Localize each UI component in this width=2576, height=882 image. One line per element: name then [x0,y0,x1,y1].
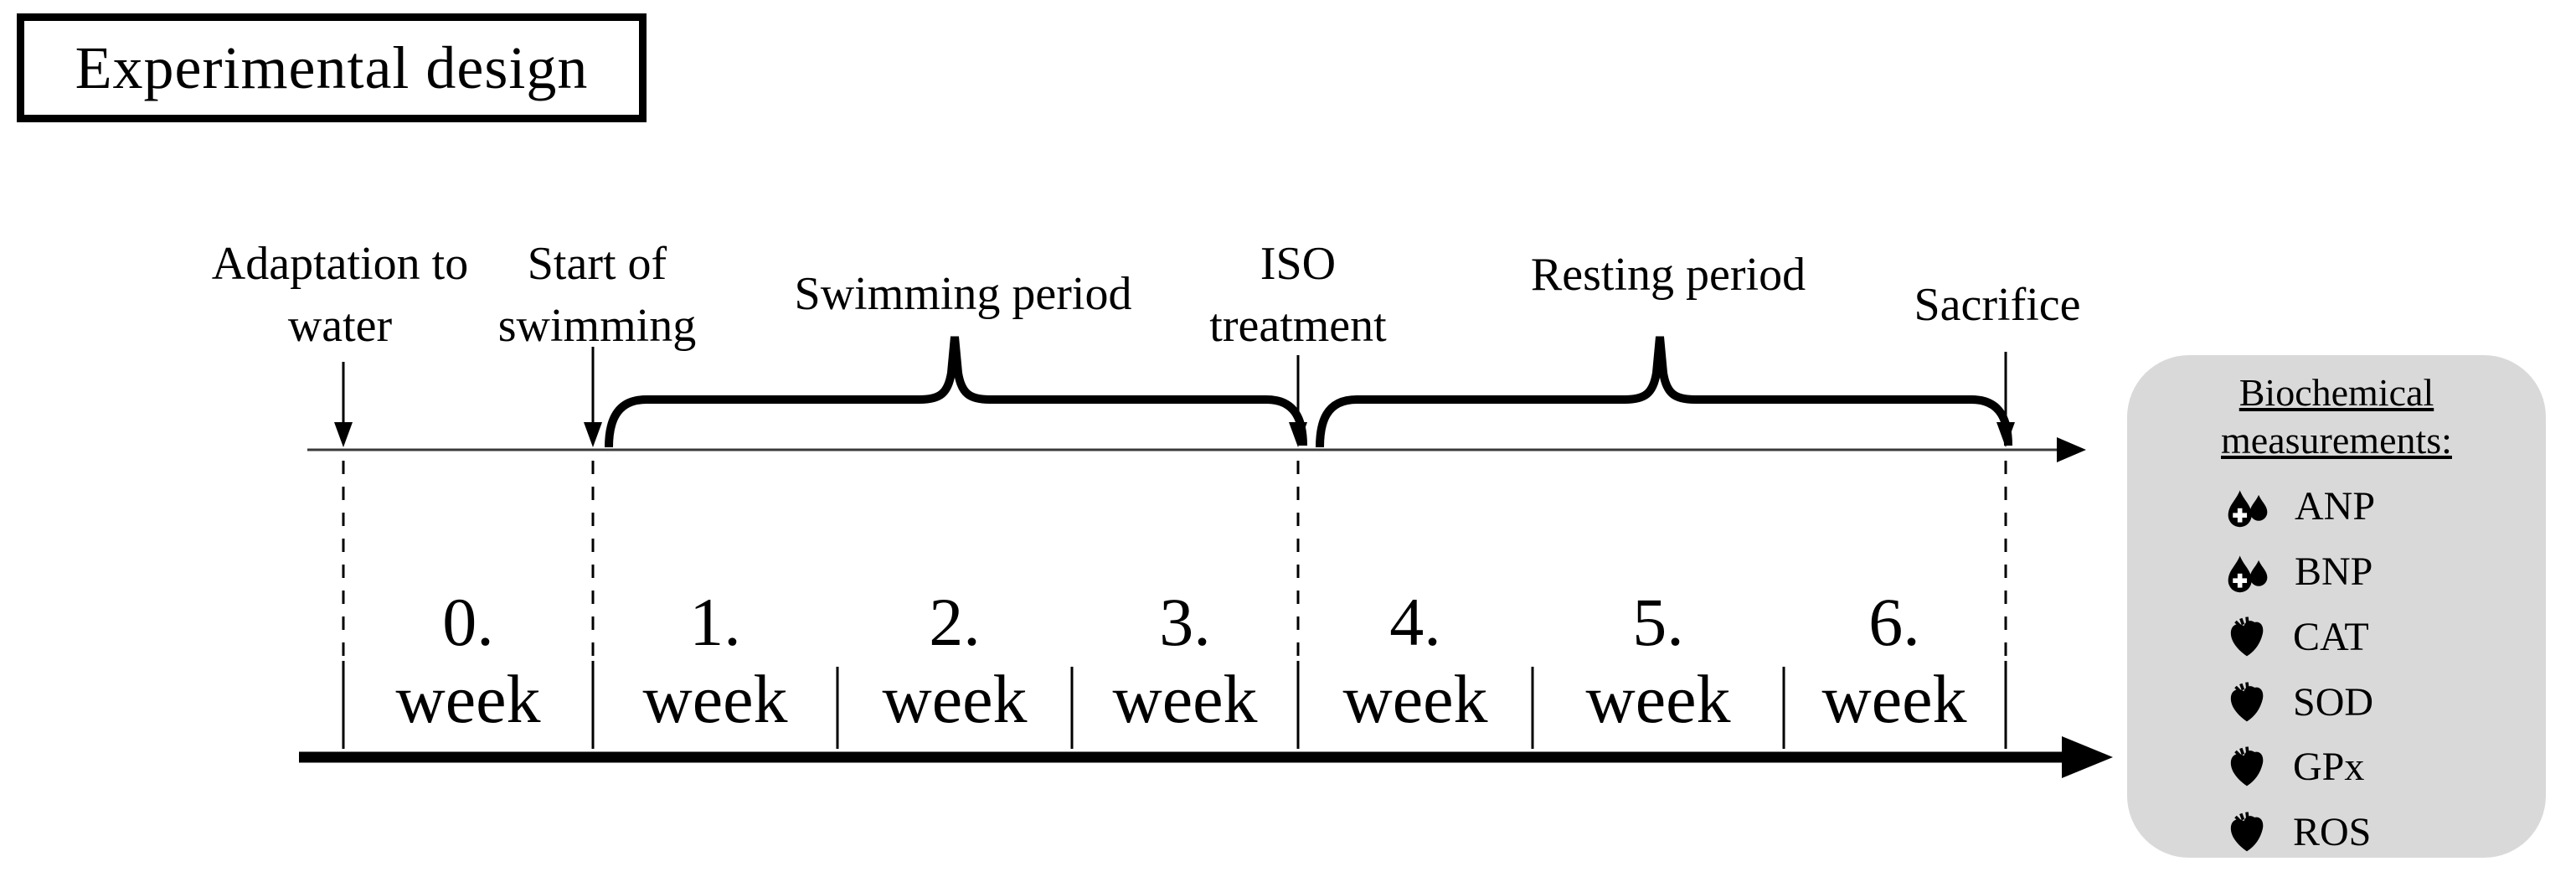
week-cell-5: 5. week [1533,584,1784,738]
week-word: week [395,661,541,737]
iso-treatment-arrow-icon [1289,355,1307,447]
heart-icon [2224,809,2269,854]
week-cell-2: 2. week [829,584,1080,738]
resting-period-brace [1316,336,2012,448]
panel-item-anp: ANP [2224,481,2375,531]
blood-drops-icon [2224,482,2271,529]
title-box: Experimental design [17,13,647,122]
panel-item-bnp: BNP [2224,546,2372,596]
label-iso-treatment: ISO treatment [1209,238,1387,352]
label-adaptation-to-water: Adaptation to water [211,238,469,352]
week-cell-4: 4. week [1290,584,1541,738]
week-number: 1. [689,584,741,660]
week-word: week [1112,661,1258,737]
panel-item-gpx: GPx [2224,741,2364,792]
week-number: 4. [1389,584,1441,660]
panel-item-sod: SOD [2224,677,2373,727]
label-sacrifice: Sacrifice [1914,279,2081,331]
week-number: 3. [1159,584,1211,660]
label-swimming-period: Swimming period [794,268,1132,320]
week-word: week [1821,661,1967,737]
upper-timeline-arrowhead-icon [2057,437,2086,462]
panel-title: Biochemical measurements: [2221,371,2452,462]
adaptation-arrow-icon [334,362,353,447]
week-word: week [1585,661,1731,737]
week-number: 2. [929,584,981,660]
biochemical-measurements-panel: Biochemical measurements: ANP [2127,355,2546,858]
week-cell-3: 3. week [1059,584,1311,738]
panel-item-ros: ROS [2224,807,2371,857]
week-word: week [1342,661,1488,737]
week-cell-1: 1. week [590,584,841,738]
week-axis-arrowhead-icon [2062,736,2113,778]
start-swimming-arrow-icon [584,347,602,447]
label-start-of-swimming: Start of swimming [497,238,697,352]
week-word: week [642,661,788,737]
sacrifice-arrow-icon [1996,352,2015,447]
panel-item-cat: CAT [2224,611,2369,662]
heart-icon [2224,614,2269,659]
heart-icon [2224,679,2269,725]
heart-icon [2224,744,2269,789]
week-cell-6: 6. week [1769,584,2020,738]
page-title: Experimental design [75,34,589,101]
swimming-period-brace [605,336,1307,448]
event-guide-lines [342,461,2007,749]
week-cell-0: 0. week [343,584,594,738]
week-number: 5. [1632,584,1684,660]
week-separator-ticks [836,667,1785,749]
week-number: 0. [442,584,494,660]
label-resting-period: Resting period [1530,249,1806,301]
blood-drops-icon [2224,548,2271,595]
week-number: 6. [1868,584,1920,660]
week-word: week [882,661,1028,737]
